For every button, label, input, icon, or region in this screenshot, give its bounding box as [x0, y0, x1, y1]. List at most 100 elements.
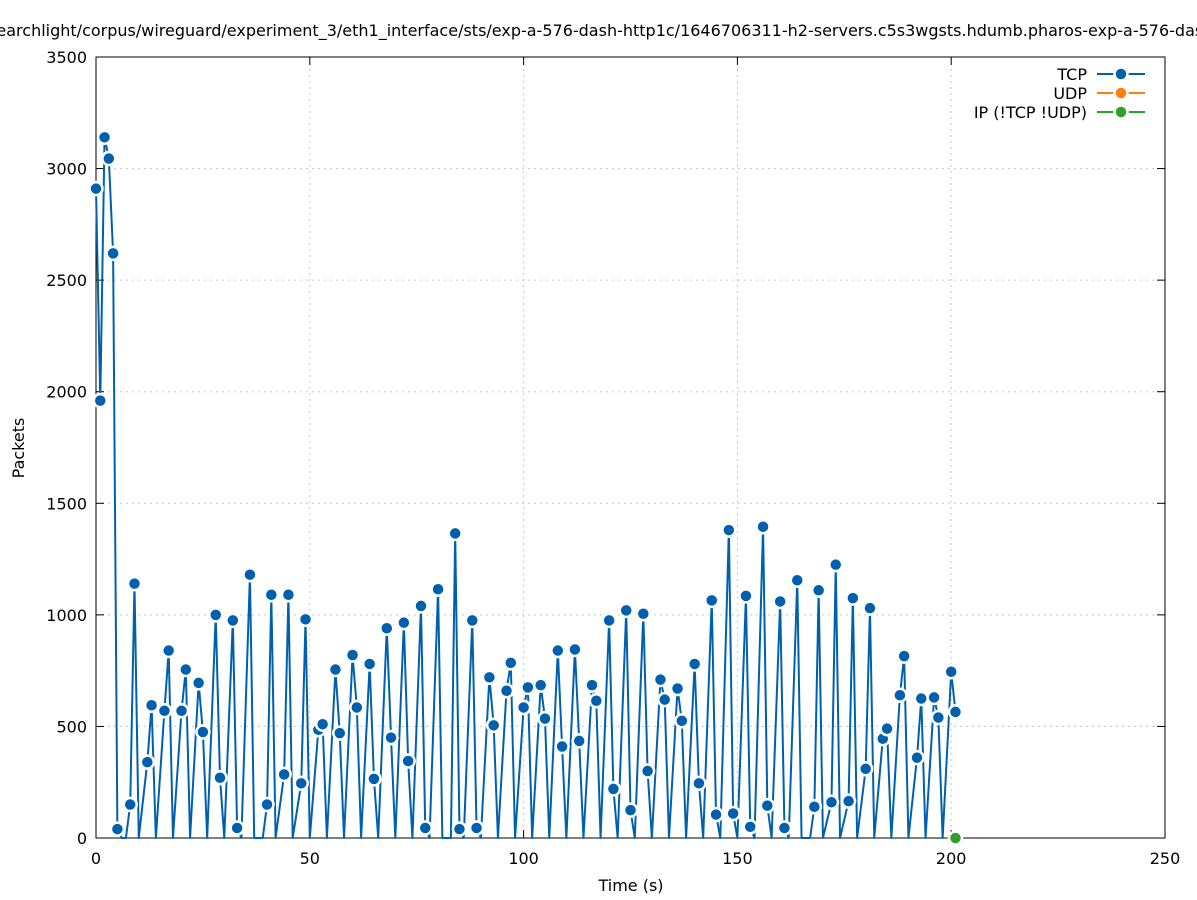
- y-axis-label: Packets: [9, 418, 28, 479]
- data-point: [567, 641, 583, 658]
- grid-lines: [96, 57, 1165, 838]
- data-point: [485, 717, 502, 734]
- data-point: [242, 566, 258, 583]
- tick-labels: 0 50 100 150 200 2500500100015002000250030003…: [46, 48, 1180, 868]
- data-point: [721, 522, 737, 538]
- data-point: [344, 647, 361, 663]
- y-tick-label: 500: [56, 717, 87, 736]
- data-point: [703, 592, 720, 609]
- data-point: [451, 821, 468, 837]
- data-point: [686, 656, 703, 672]
- data-point: [515, 699, 532, 716]
- axes: [95, 56, 1166, 839]
- x-tick-label: 250: [1150, 849, 1181, 868]
- legend-label: UDP: [1053, 84, 1087, 103]
- data-point: [789, 572, 806, 589]
- data-point: [601, 612, 617, 629]
- legend-label: IP (!TCP !UDP): [974, 103, 1087, 122]
- data-point: [656, 691, 673, 708]
- x-tick-label: 0: [91, 849, 101, 868]
- data-point: [361, 656, 378, 672]
- data-point: [139, 754, 156, 770]
- data-point: [229, 820, 245, 836]
- data-point: [349, 699, 365, 716]
- data-point: [725, 805, 741, 822]
- data-point: [827, 556, 844, 573]
- data-point: [892, 687, 908, 703]
- data-point: [417, 820, 434, 836]
- data-point: [259, 796, 275, 813]
- data-point: [464, 612, 481, 629]
- data-point: [383, 729, 399, 746]
- data-point: [101, 150, 117, 167]
- legend-marker: [1113, 85, 1129, 101]
- data-point: [635, 605, 652, 622]
- data-point: [327, 661, 344, 678]
- data-point: [280, 587, 297, 603]
- data-point: [314, 716, 331, 732]
- plot-area: [88, 129, 964, 846]
- data-point: [400, 753, 416, 769]
- series-line-0: [95, 136, 957, 839]
- data-point: [207, 607, 224, 623]
- data-point: [498, 682, 515, 699]
- x-tick-label: 150: [722, 849, 753, 868]
- data-point: [88, 180, 104, 197]
- data-point: [639, 763, 656, 779]
- legend-marker: [1113, 104, 1129, 120]
- data-point: [520, 679, 536, 696]
- data-point: [652, 671, 669, 688]
- data-point: [772, 593, 788, 610]
- data-point: [806, 799, 823, 815]
- data-point: [845, 590, 861, 606]
- data-point: [396, 614, 412, 631]
- data-point: [755, 518, 771, 535]
- data-point: [862, 600, 878, 616]
- y-tick-label: 3500: [46, 48, 87, 67]
- data-point: [550, 642, 566, 659]
- data-point: [618, 602, 634, 619]
- data-point: [413, 598, 429, 614]
- data-point: [840, 793, 857, 809]
- data-point: [742, 819, 758, 835]
- data-point: [588, 693, 605, 709]
- data-point: [503, 655, 519, 671]
- data-point: [92, 392, 109, 409]
- data-point: [263, 587, 280, 603]
- x-tick-label: 100: [508, 849, 539, 868]
- data-point: [930, 709, 947, 726]
- data-point: [759, 797, 776, 814]
- data-point: [947, 704, 964, 720]
- data-point: [857, 761, 874, 777]
- data-point: [122, 796, 138, 813]
- data-point: [297, 611, 314, 628]
- data-point: [554, 738, 570, 755]
- data-point: [896, 648, 912, 664]
- y-tick-label: 0: [77, 829, 87, 848]
- data-point: [293, 775, 309, 792]
- data-point: [143, 697, 160, 713]
- data-point: [571, 733, 587, 749]
- data-point: [468, 820, 485, 836]
- data-point: [96, 129, 113, 146]
- data-point: [366, 771, 382, 787]
- data-point: [481, 669, 498, 686]
- data-point: [447, 525, 463, 542]
- data-point: [691, 775, 707, 792]
- data-point: [943, 664, 959, 680]
- data-point: [212, 770, 228, 786]
- data-point: [708, 806, 724, 823]
- data-point: [584, 677, 600, 693]
- data-point: [532, 677, 549, 693]
- y-tick-label: 1500: [46, 494, 87, 513]
- data-point: [669, 680, 686, 697]
- data-point: [823, 794, 840, 811]
- y-tick-label: 2500: [46, 271, 87, 290]
- data-point: [331, 725, 348, 741]
- data-point: [926, 689, 942, 706]
- chart-title: /searchlight/corpus/wireguard/experiment…: [0, 21, 1197, 41]
- plot-border: [95, 56, 1166, 839]
- y-tick-label: 1000: [46, 606, 87, 625]
- data-point: [913, 690, 930, 707]
